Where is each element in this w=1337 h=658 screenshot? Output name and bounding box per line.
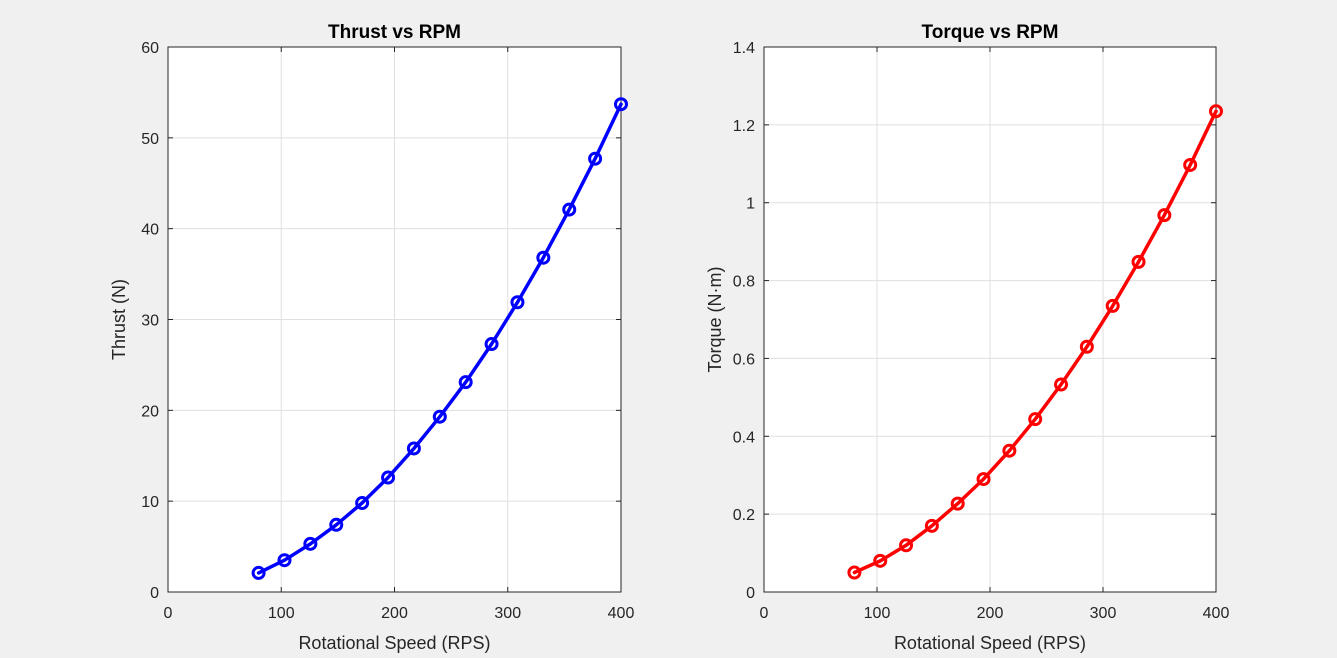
x-axis-label: Rotational Speed (RPS)	[298, 633, 490, 653]
x-tick-label: 200	[977, 605, 1004, 622]
y-tick-label: 0.6	[733, 351, 755, 368]
axes-box	[167, 46, 622, 593]
y-tick-label: 0	[150, 585, 159, 602]
x-tick-label: 400	[1203, 605, 1230, 622]
data-point	[588, 151, 603, 166]
y-axis-label: Thrust (N)	[109, 279, 129, 360]
data-point	[381, 470, 396, 485]
data-point	[251, 565, 266, 580]
data-point	[1028, 412, 1043, 427]
y-tick-label: 1.4	[733, 40, 755, 57]
x-tick-label: 100	[268, 605, 295, 622]
data-point	[950, 496, 965, 511]
x-tick-label: 300	[1090, 605, 1117, 622]
data-point	[329, 517, 344, 532]
y-tick-label: 1	[746, 196, 755, 213]
data-point	[614, 97, 628, 112]
series-line	[852, 109, 1218, 575]
thrust-chart: 0 100 200 300 400 0 10 20 30 40 50 60 Thrust vs RPM R…	[109, 22, 634, 653]
data-point	[562, 202, 577, 217]
data-point	[510, 295, 525, 310]
data-point	[873, 553, 888, 568]
data-point	[1157, 208, 1172, 223]
data-point	[303, 536, 318, 551]
data-point	[277, 553, 292, 568]
data-point	[1002, 443, 1017, 458]
data-point	[1079, 339, 1094, 354]
data-point	[1105, 298, 1120, 313]
x-tick-label: 0	[164, 605, 173, 622]
torque-chart: 0 100 200 300 400 0 0.2 0.4 0.6 0.8 1 1.2 1.4 Torque …	[705, 22, 1229, 653]
y-tick-label: 50	[141, 131, 159, 148]
data-point	[1054, 377, 1069, 392]
x-tick-label: 300	[494, 605, 521, 622]
data-point	[1183, 157, 1198, 172]
y-tick-label: 40	[141, 222, 159, 239]
chart-title: Torque vs RPM	[922, 22, 1059, 43]
y-tick-label: 0.2	[733, 507, 755, 524]
y-tick-label: 10	[141, 494, 159, 511]
data-point	[899, 538, 914, 553]
y-tick-label: 0.4	[733, 429, 755, 446]
x-tick-label: 200	[381, 605, 408, 622]
x-tick-label: 0	[760, 605, 769, 622]
data-point	[1131, 254, 1146, 269]
series-line	[256, 102, 623, 575]
y-tick-label: 30	[141, 313, 159, 330]
y-tick-label: 20	[141, 403, 159, 420]
y-axis-label: Torque (N·m)	[705, 266, 725, 372]
data-point	[847, 565, 862, 580]
data-point	[1209, 104, 1223, 119]
data-point	[484, 337, 499, 352]
x-tick-label: 100	[864, 605, 891, 622]
x-tick-label: 400	[608, 605, 635, 622]
x-axis-label: Rotational Speed (RPS)	[894, 633, 1086, 653]
y-tick-label: 1.2	[733, 118, 755, 135]
data-point	[406, 441, 421, 456]
data-point	[976, 472, 991, 487]
data-point	[924, 518, 939, 533]
data-point	[536, 250, 551, 265]
y-tick-label: 0	[746, 585, 755, 602]
y-tick-label: 60	[141, 40, 159, 57]
y-tick-label: 0.8	[733, 274, 755, 291]
data-point	[458, 375, 473, 390]
axes-box	[763, 46, 1217, 593]
data-point	[432, 409, 447, 424]
data-point	[355, 495, 370, 510]
chart-title: Thrust vs RPM	[328, 22, 461, 43]
